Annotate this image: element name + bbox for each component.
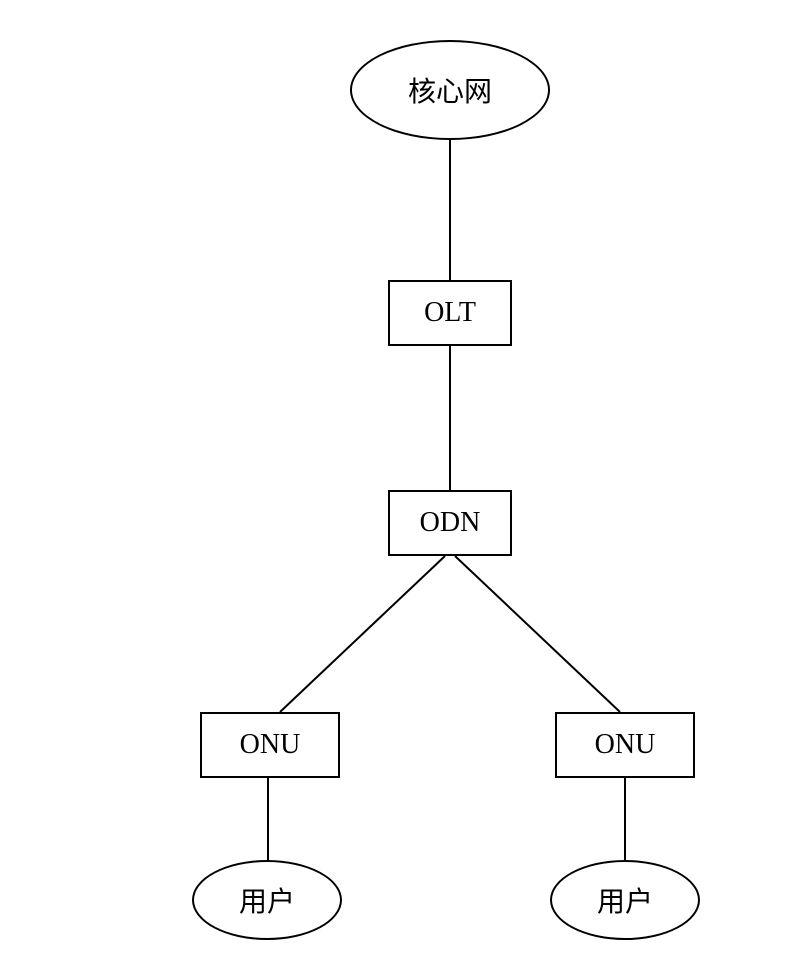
node-user2-label: 用户	[597, 880, 653, 920]
node-user-1: 用户	[192, 860, 342, 940]
node-user1-label: 用户	[239, 880, 295, 920]
node-olt: OLT	[388, 280, 512, 346]
node-odn: ODN	[388, 490, 512, 556]
node-onu2-label: ONU	[595, 729, 656, 761]
node-onu-1: ONU	[200, 712, 340, 778]
node-core-network: 核心网	[350, 40, 550, 140]
node-olt-label: OLT	[424, 297, 476, 329]
edge-odn-onu1	[280, 556, 445, 712]
node-user-2: 用户	[550, 860, 700, 940]
node-core-label: 核心网	[408, 70, 492, 110]
node-onu1-label: ONU	[240, 729, 301, 761]
node-odn-label: ODN	[420, 507, 481, 539]
diagram-edges	[0, 0, 800, 972]
edge-odn-onu2	[455, 556, 620, 712]
node-onu-2: ONU	[555, 712, 695, 778]
